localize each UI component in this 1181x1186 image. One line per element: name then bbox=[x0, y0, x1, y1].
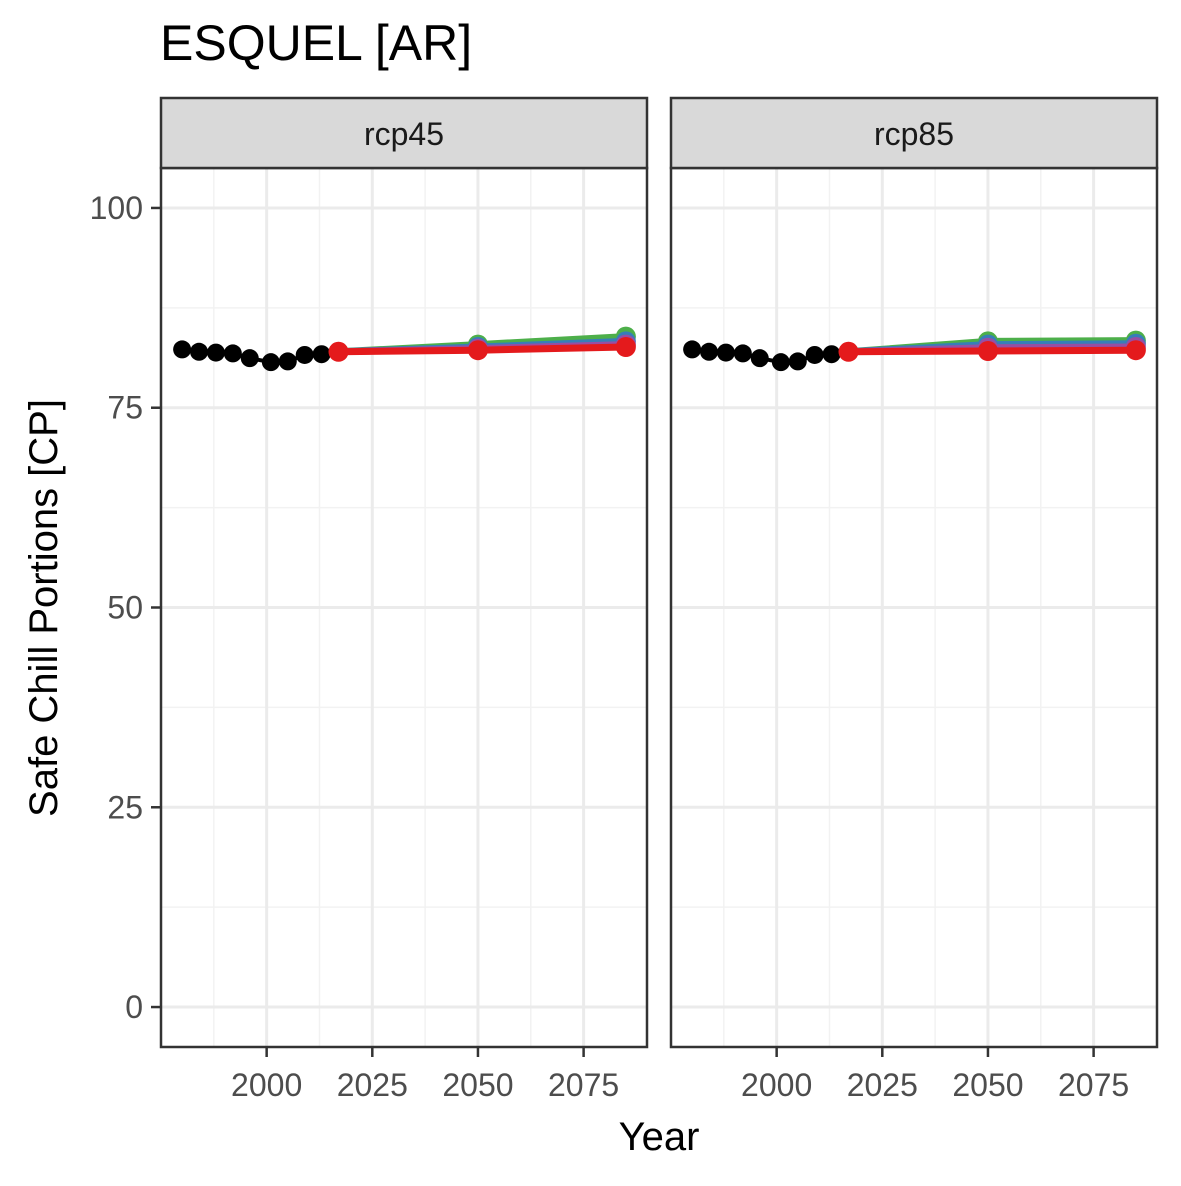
x-tick-label: 2075 bbox=[548, 1067, 619, 1103]
data-point bbox=[805, 345, 824, 364]
data-point bbox=[295, 345, 314, 364]
data-point bbox=[750, 349, 769, 368]
x-tick-label: 2050 bbox=[442, 1067, 513, 1103]
data-point bbox=[261, 353, 280, 372]
y-tick-label: 75 bbox=[107, 390, 143, 426]
data-point bbox=[822, 345, 841, 364]
data-point bbox=[206, 343, 225, 362]
data-point bbox=[223, 344, 242, 363]
data-point bbox=[467, 340, 488, 361]
data-point bbox=[977, 340, 998, 361]
facet-strip bbox=[669, 96, 1159, 170]
data-point bbox=[328, 341, 349, 362]
y-tick-label: 100 bbox=[90, 190, 143, 226]
data-point bbox=[716, 343, 735, 362]
data-point bbox=[615, 336, 636, 357]
y-tick-label: 25 bbox=[107, 789, 143, 825]
x-tick-label: 2000 bbox=[231, 1067, 302, 1103]
data-point bbox=[312, 345, 331, 364]
data-point bbox=[683, 340, 702, 359]
data-point bbox=[733, 344, 752, 363]
data-point bbox=[700, 342, 719, 361]
data-point bbox=[240, 349, 259, 368]
x-tick-label: 2000 bbox=[741, 1067, 812, 1103]
chart-title: ESQUEL [AR] bbox=[160, 15, 473, 71]
y-tick-label: 50 bbox=[107, 590, 143, 626]
facet-strip bbox=[159, 96, 649, 170]
y-tick-label: 0 bbox=[125, 989, 143, 1025]
x-axis-label: Year bbox=[619, 1115, 700, 1159]
x-tick-label: 2050 bbox=[952, 1067, 1023, 1103]
data-point bbox=[788, 352, 807, 371]
data-point bbox=[1125, 340, 1146, 361]
x-tick-label: 2025 bbox=[337, 1067, 408, 1103]
data-point bbox=[190, 342, 209, 361]
facet-label: rcp45 bbox=[364, 116, 444, 152]
data-point bbox=[173, 340, 192, 359]
y-axis-label: Safe Chill Portions [CP] bbox=[22, 399, 66, 817]
data-point bbox=[278, 352, 297, 371]
x-tick-label: 2075 bbox=[1058, 1067, 1129, 1103]
facet-label: rcp85 bbox=[874, 116, 954, 152]
x-tick-label: 2025 bbox=[847, 1067, 918, 1103]
data-point bbox=[838, 341, 859, 362]
data-point bbox=[771, 353, 790, 372]
